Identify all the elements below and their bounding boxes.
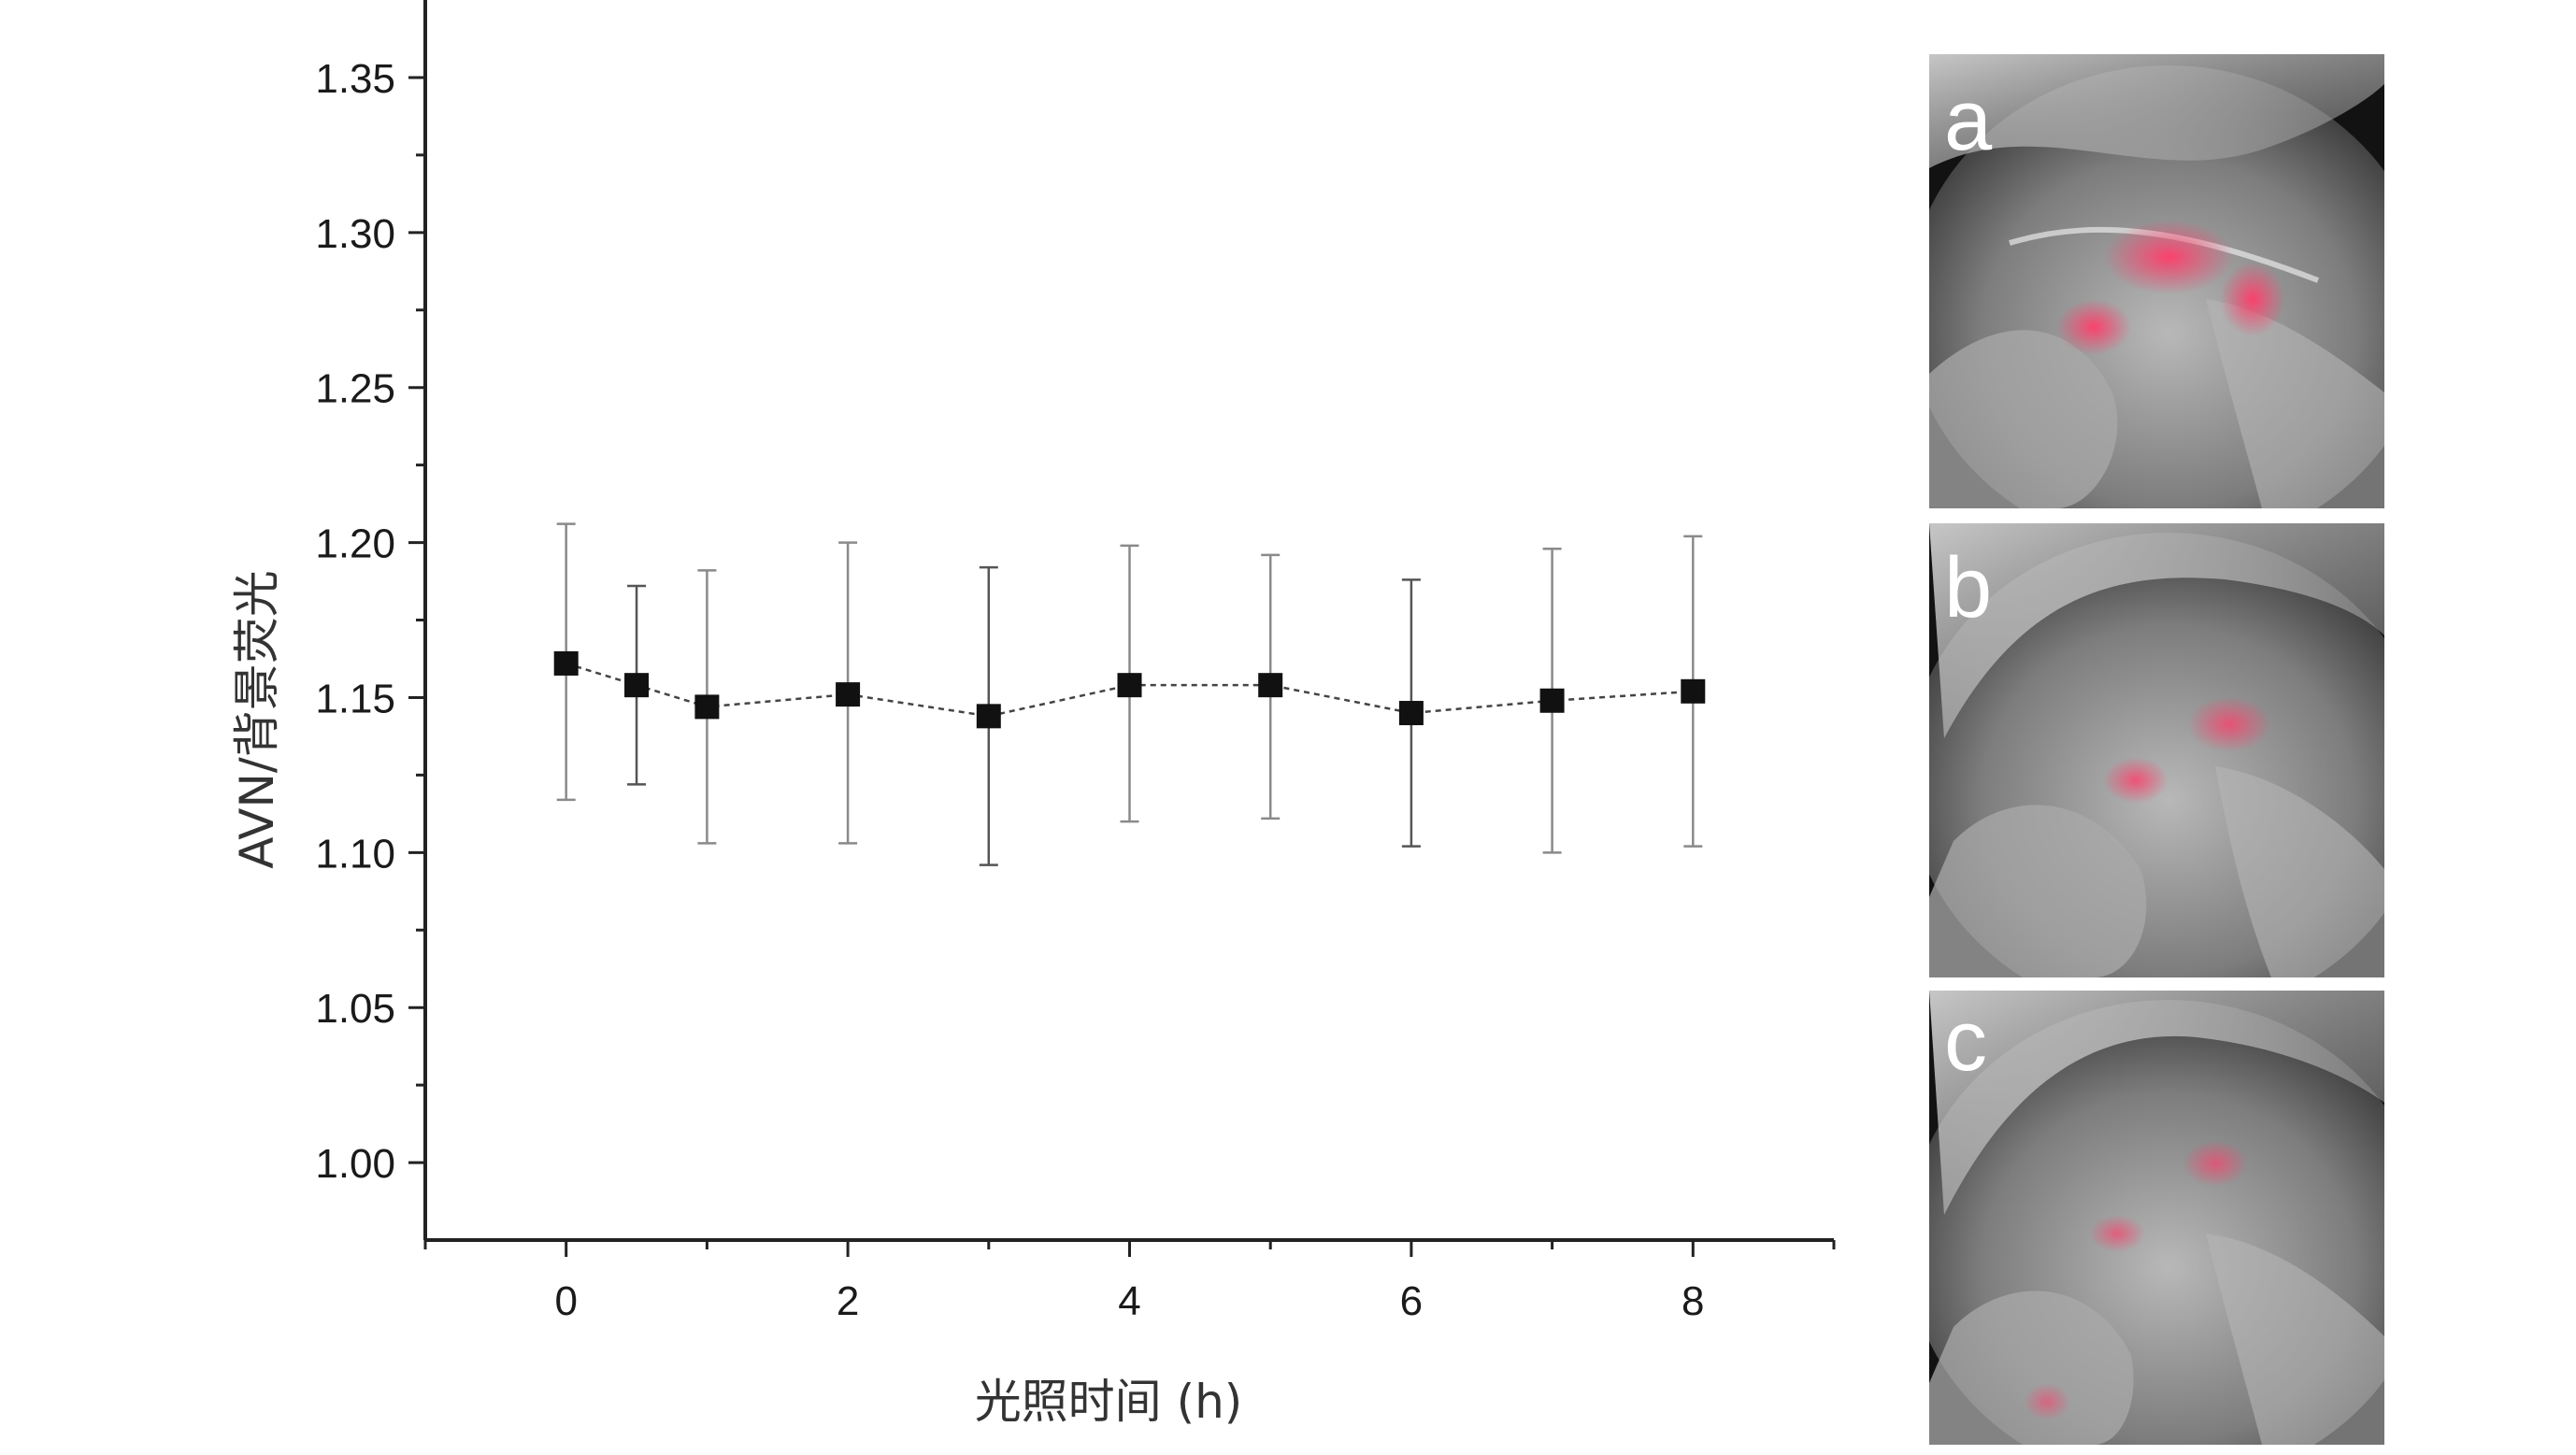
panel-label-b: b <box>1944 540 1992 635</box>
x-axis-label: 光照时间 (h) <box>975 1375 1243 1429</box>
y-tick-label: 1.35 <box>315 56 395 102</box>
data-point <box>1117 673 1142 698</box>
y-tick-label: 1.15 <box>315 676 395 721</box>
chart: 1.00 1.05 1.10 1.15 1.20 1.25 1.30 1.35 0 2 4 6 8 光… <box>230 0 1836 1429</box>
series-connector <box>565 662 1694 718</box>
image-panel-b: b <box>1929 523 2384 977</box>
x-ticks: 0 2 4 6 8 <box>423 1240 1836 1324</box>
image-panel-a: a <box>1929 54 2384 508</box>
y-tick-label: 1.25 <box>315 366 395 412</box>
data-point <box>1681 678 1706 704</box>
x-tick-label: 8 <box>1682 1278 1704 1324</box>
data-point <box>624 673 650 698</box>
image-panel-c: c <box>1929 991 2384 1445</box>
data-point <box>694 694 720 720</box>
x-tick-label: 6 <box>1400 1278 1423 1324</box>
data-point <box>1398 701 1424 726</box>
data-point <box>1539 688 1565 713</box>
data-point <box>1258 673 1283 698</box>
series-line <box>565 662 1694 718</box>
panel-label-a: a <box>1944 73 1993 168</box>
y-tick-label: 1.10 <box>315 831 395 877</box>
y-tick-label: 1.30 <box>315 211 395 257</box>
y-tick-label: 1.00 <box>315 1141 395 1187</box>
y-axis-label: AVN/背景荧光 <box>230 570 284 868</box>
panel-label-c: c <box>1944 993 1987 1089</box>
y-ticks: 1.00 1.05 1.10 1.15 1.20 1.25 1.30 1.35 <box>315 56 425 1187</box>
y-tick-label: 1.20 <box>315 521 395 567</box>
data-point <box>836 682 861 707</box>
data-point <box>976 704 1001 729</box>
y-tick-label: 1.05 <box>315 986 395 1032</box>
x-tick-label: 0 <box>554 1278 577 1324</box>
x-tick-label: 4 <box>1118 1278 1140 1324</box>
x-tick-label: 2 <box>837 1278 859 1324</box>
data-markers <box>553 650 1706 729</box>
data-point <box>553 650 579 676</box>
